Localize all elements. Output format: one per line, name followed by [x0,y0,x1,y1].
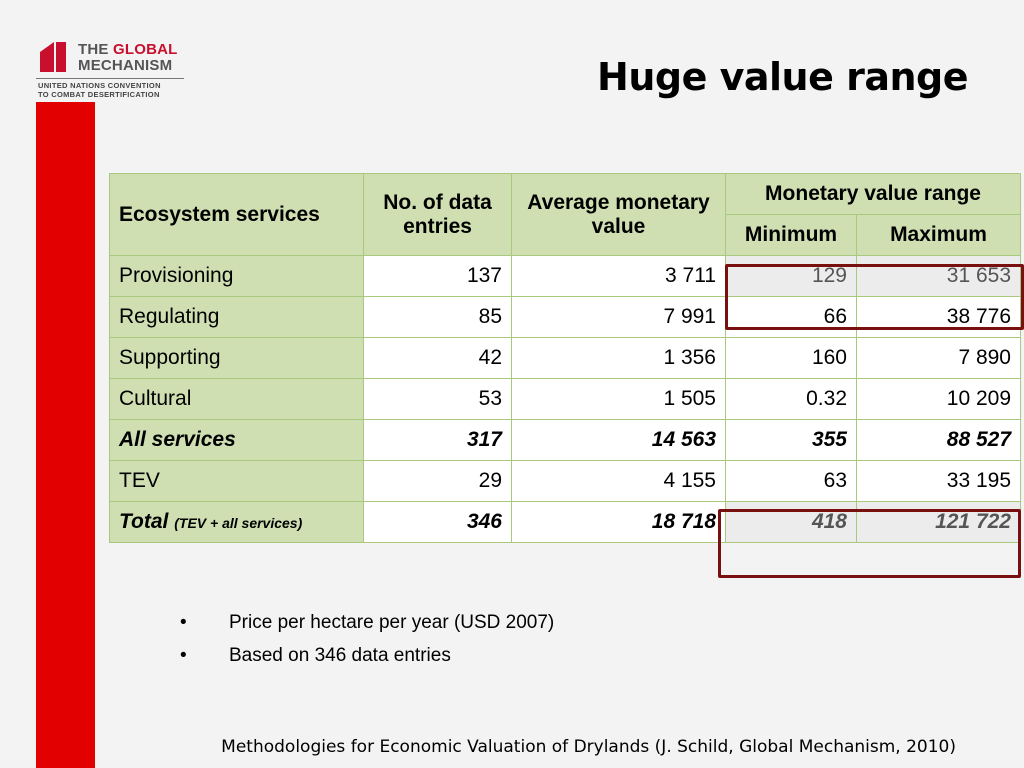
row-label: Regulating [109,296,364,338]
cell-average: 4 155 [511,460,726,502]
cell-entries: 42 [363,337,512,379]
cell-average: 1 505 [511,378,726,420]
logo-title-line1: THE GLOBAL [78,41,178,58]
header-average-value: Average monetary value [511,173,726,256]
total-label-note: (TEV + all services) [174,515,303,531]
table-row: Provisioning 137 3 711 129 31 653 [109,255,1021,297]
cell-minimum: 160 [725,337,857,379]
header-ecosystem-services: Ecosystem services [109,173,364,256]
table-row: Supporting 42 1 356 160 7 890 [109,337,1021,379]
table-row: TEV 29 4 155 63 33 195 [109,460,1021,502]
cell-minimum: 418 [725,501,857,543]
cell-maximum: 33 195 [856,460,1021,502]
source-footer: Methodologies for Economic Valuation of … [221,737,956,757]
bullet-text: Based on 346 data entries [229,644,451,666]
row-label: Provisioning [109,255,364,297]
logo-mark-icon [40,42,66,72]
global-mechanism-logo: THE GLOBAL MECHANISM UNITED NATIONS CONV… [36,42,186,102]
cell-entries: 29 [363,460,512,502]
cell-maximum: 31 653 [856,255,1021,297]
cell-maximum: 38 776 [856,296,1021,338]
list-item: • Based on 346 data entries [180,639,554,672]
cell-entries: 317 [363,419,512,461]
row-label: All services [109,419,364,461]
header-minimum: Minimum [725,214,857,256]
bullet-list: • Price per hectare per year (USD 2007) •… [180,606,554,672]
table-row: Regulating 85 7 991 66 38 776 [109,296,1021,338]
header-data-entries: No. of data entries [363,173,512,256]
cell-entries: 346 [363,501,512,543]
cell-average: 7 991 [511,296,726,338]
logo-subtitle-line1: UNITED NATIONS CONVENTION [38,81,161,90]
table-row: Cultural 53 1 505 0.32 10 209 [109,378,1021,420]
header-maximum: Maximum [856,214,1021,256]
cell-minimum: 129 [725,255,857,297]
row-label: Total (TEV + all services) [109,501,364,543]
page-title: Huge value range [597,55,968,99]
row-label: Cultural [109,378,364,420]
bullet-text: Price per hectare per year (USD 2007) [229,611,555,633]
cell-entries: 137 [363,255,512,297]
cell-entries: 53 [363,378,512,420]
bullet-icon: • [180,611,187,633]
list-item: • Price per hectare per year (USD 2007) [180,606,554,639]
cell-average: 3 711 [511,255,726,297]
cell-maximum: 121 722 [856,501,1021,543]
header-value-range: Monetary value range [725,173,1021,215]
cell-minimum: 66 [725,296,857,338]
cell-minimum: 355 [725,419,857,461]
logo-divider [36,78,184,79]
logo-title-line2: MECHANISM [78,57,173,74]
bullet-icon: • [180,644,187,666]
cell-average: 1 356 [511,337,726,379]
row-label: TEV [109,460,364,502]
cell-maximum: 88 527 [856,419,1021,461]
cell-average: 18 718 [511,501,726,543]
total-label: Total [119,510,169,533]
cell-minimum: 63 [725,460,857,502]
logo-subtitle-line2: TO COMBAT DESERTIFICATION [38,90,160,99]
row-label: Supporting [109,337,364,379]
highlight-box-provisioning-range [725,264,1024,330]
cell-average: 14 563 [511,419,726,461]
cell-maximum: 7 890 [856,337,1021,379]
value-range-table: Ecosystem services No. of data entries A… [109,173,1021,543]
cell-entries: 85 [363,296,512,338]
red-sidebar-bar [36,102,95,768]
highlight-box-total-range [718,509,1021,578]
cell-maximum: 10 209 [856,378,1021,420]
cell-minimum: 0.32 [725,378,857,420]
table-row-all-services: All services 317 14 563 355 88 527 [109,419,1021,461]
table-row-total: Total (TEV + all services) 346 18 718 41… [109,501,1021,543]
